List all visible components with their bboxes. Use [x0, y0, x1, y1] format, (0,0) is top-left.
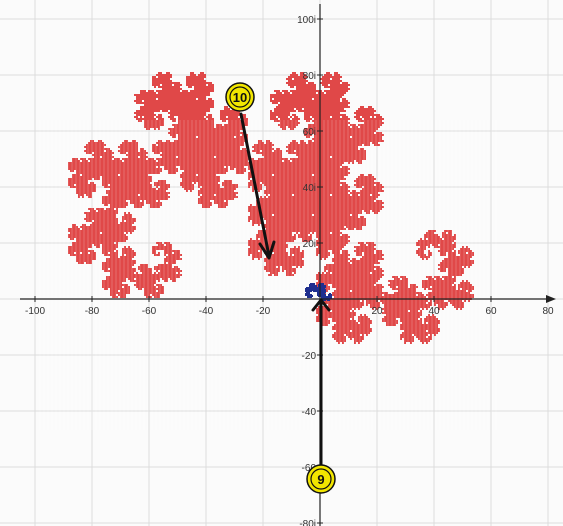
x-tick-label: -20 — [256, 306, 271, 317]
marker-9-label: 9 — [317, 472, 324, 487]
dragon-fractal-large — [39, 72, 497, 430]
arrow-9-head — [311, 298, 331, 312]
annotation-arrows — [239, 112, 331, 468]
y-tick-label: -40 — [302, 407, 317, 418]
fractal-cells — [68, 72, 474, 344]
x-tick-label: -60 — [142, 306, 157, 317]
marker-9-ring — [310, 468, 332, 490]
marker-10-label: 10 — [233, 90, 247, 105]
y-tick-label: 60i — [303, 127, 316, 138]
y-tick-label: -80i — [299, 519, 316, 526]
marker-10-ring — [229, 86, 251, 108]
arrow-10-line — [239, 112, 271, 258]
dragon-fractal-small-blue — [305, 283, 332, 301]
x-tick-label: -80 — [85, 306, 100, 317]
x-tick-label: -100 — [25, 306, 45, 317]
y-tick-label: 20i — [303, 239, 316, 250]
x-tick-label: -40 — [199, 306, 214, 317]
marker-9-badge: 9 — [306, 464, 336, 494]
x-tick-label: 20 — [371, 306, 383, 317]
x-tick-label: 40 — [428, 306, 440, 317]
y-tick-label: 40i — [303, 183, 316, 194]
marker-10-badge: 10 — [225, 82, 255, 112]
tick-labels: -100 -80 -60 -40 -20 20 40 60 80 100i 80i 60i 40i 20i… — [25, 15, 554, 526]
y-tick-label: 100i — [297, 15, 316, 26]
small-set-cells — [305, 283, 332, 301]
y-tick-label: -20 — [302, 351, 317, 362]
x-tick-label: 80 — [542, 306, 554, 317]
y-tick-label: 80i — [303, 71, 316, 82]
y-tick-label: -60 — [302, 463, 317, 474]
x-tick-label: 60 — [485, 306, 497, 317]
arrow-10-head — [258, 240, 276, 260]
